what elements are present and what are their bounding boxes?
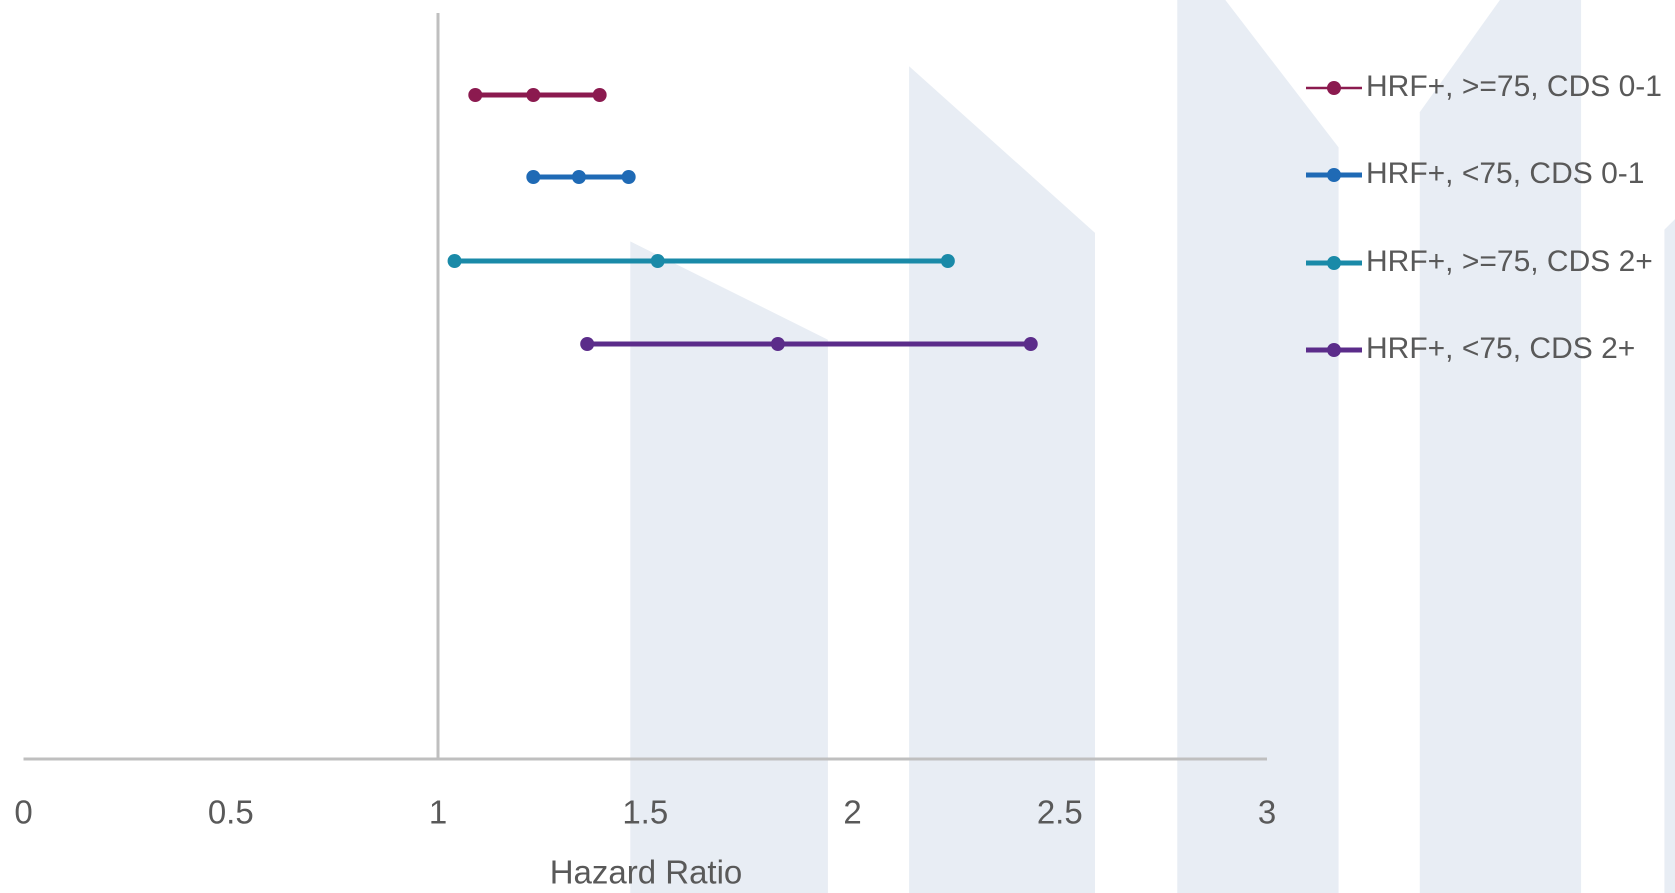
legend-marker <box>1327 343 1341 357</box>
legend-marker <box>1327 256 1341 270</box>
x-axis-title: Hazard Ratio <box>550 854 743 891</box>
point <box>1023 337 1038 351</box>
background-shapes <box>630 0 1675 893</box>
legend-label: HRF+, <75, CDS 2+ <box>1366 332 1635 365</box>
point <box>621 170 636 184</box>
bg-shape <box>909 66 1096 893</box>
point <box>650 254 665 268</box>
bg-shape <box>1419 0 1582 893</box>
point <box>580 337 595 351</box>
x-tick-label: 0.5 <box>208 794 254 831</box>
point <box>940 254 955 268</box>
point <box>571 170 586 184</box>
x-tick-label: 2.5 <box>1037 794 1083 831</box>
x-tick-label: 1 <box>429 794 447 831</box>
bg-shape <box>630 241 828 893</box>
x-tick-label: 3 <box>1258 794 1276 831</box>
bg-shape <box>1664 219 1675 893</box>
point <box>468 88 483 102</box>
x-tick-label: 0 <box>14 794 32 831</box>
point <box>770 337 785 351</box>
x-tick-label: 2 <box>843 794 861 831</box>
point <box>526 88 541 102</box>
point <box>592 88 607 102</box>
legend-label: HRF+, <75, CDS 0-1 <box>1366 157 1644 190</box>
point <box>526 170 541 184</box>
point <box>447 254 462 268</box>
legend-label: HRF+, >=75, CDS 2+ <box>1366 245 1653 278</box>
legend-marker <box>1327 168 1341 182</box>
legend-marker <box>1327 81 1341 95</box>
bg-shape <box>1177 0 1339 893</box>
x-tick-label: 1.5 <box>622 794 668 831</box>
legend-label: HRF+, >=75, CDS 0-1 <box>1366 70 1662 103</box>
